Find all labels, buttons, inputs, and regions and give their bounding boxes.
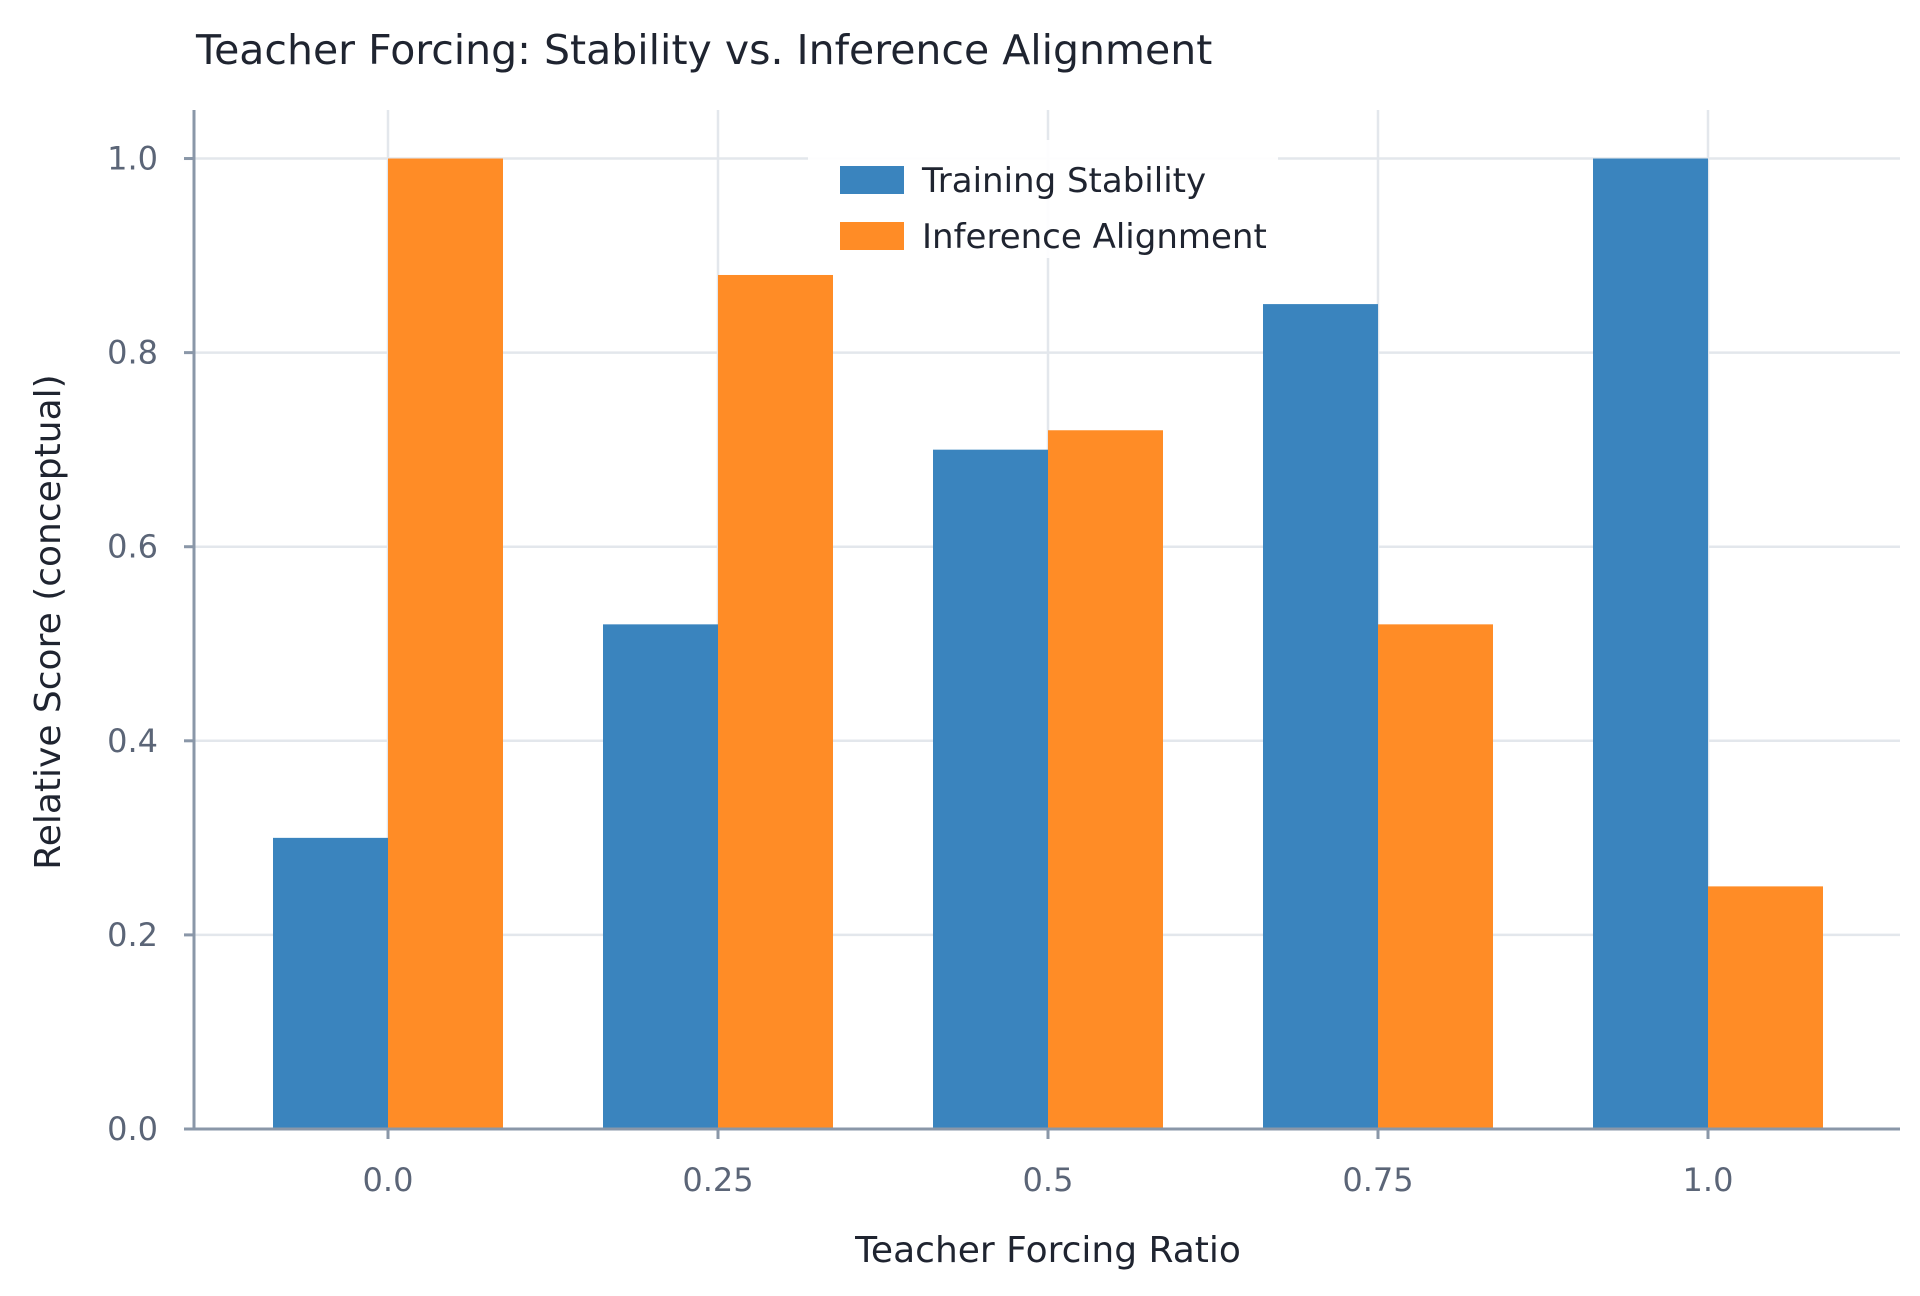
bar-training-stability (1263, 304, 1378, 1130)
y-axis-label: Relative Score (conceptual) (28, 374, 69, 869)
y-tick-label: 0.8 (107, 334, 158, 372)
x-tick-label: 0.5 (1023, 1161, 1074, 1199)
legend-label: Training Stability (921, 161, 1206, 201)
x-axis-label: Teacher Forcing Ratio (854, 1230, 1241, 1271)
y-tick-label: 1.0 (107, 140, 158, 178)
x-tick-label: 1.0 (1683, 1161, 1734, 1199)
legend-label: Inference Alignment (922, 217, 1267, 257)
x-tick-label: 0.0 (363, 1161, 414, 1199)
bar-training-stability (933, 449, 1048, 1130)
bar-inference-alignment (1378, 624, 1493, 1129)
legend: Training Stability Inference Alignment (808, 140, 1278, 258)
y-tick-label: 0.2 (107, 916, 158, 954)
chart-title: Teacher Forcing: Stability vs. Inference… (195, 26, 1212, 74)
legend-swatch (840, 222, 904, 250)
x-tick-label: 0.25 (682, 1161, 753, 1199)
y-tick-label: 0.4 (107, 722, 158, 760)
bar-training-stability (603, 624, 718, 1129)
legend-swatch (840, 166, 904, 194)
tick-labels: 0.0 0.2 0.4 0.6 0.8 1.0 0.0 0.25 0.5 0.75 1.0 (107, 140, 1733, 1199)
bar-inference-alignment (1708, 886, 1823, 1129)
bar-inference-alignment (388, 158, 503, 1129)
bar-training-stability (1593, 158, 1708, 1129)
bar-training-stability (273, 837, 388, 1129)
bar-inference-alignment (718, 274, 833, 1129)
y-tick-label: 0.6 (107, 528, 158, 566)
bar-inference-alignment (1048, 430, 1163, 1129)
x-tick-label: 0.75 (1342, 1161, 1413, 1199)
bars (273, 158, 1823, 1130)
y-tick-label: 0.0 (107, 1110, 158, 1148)
axes (184, 110, 1900, 1139)
